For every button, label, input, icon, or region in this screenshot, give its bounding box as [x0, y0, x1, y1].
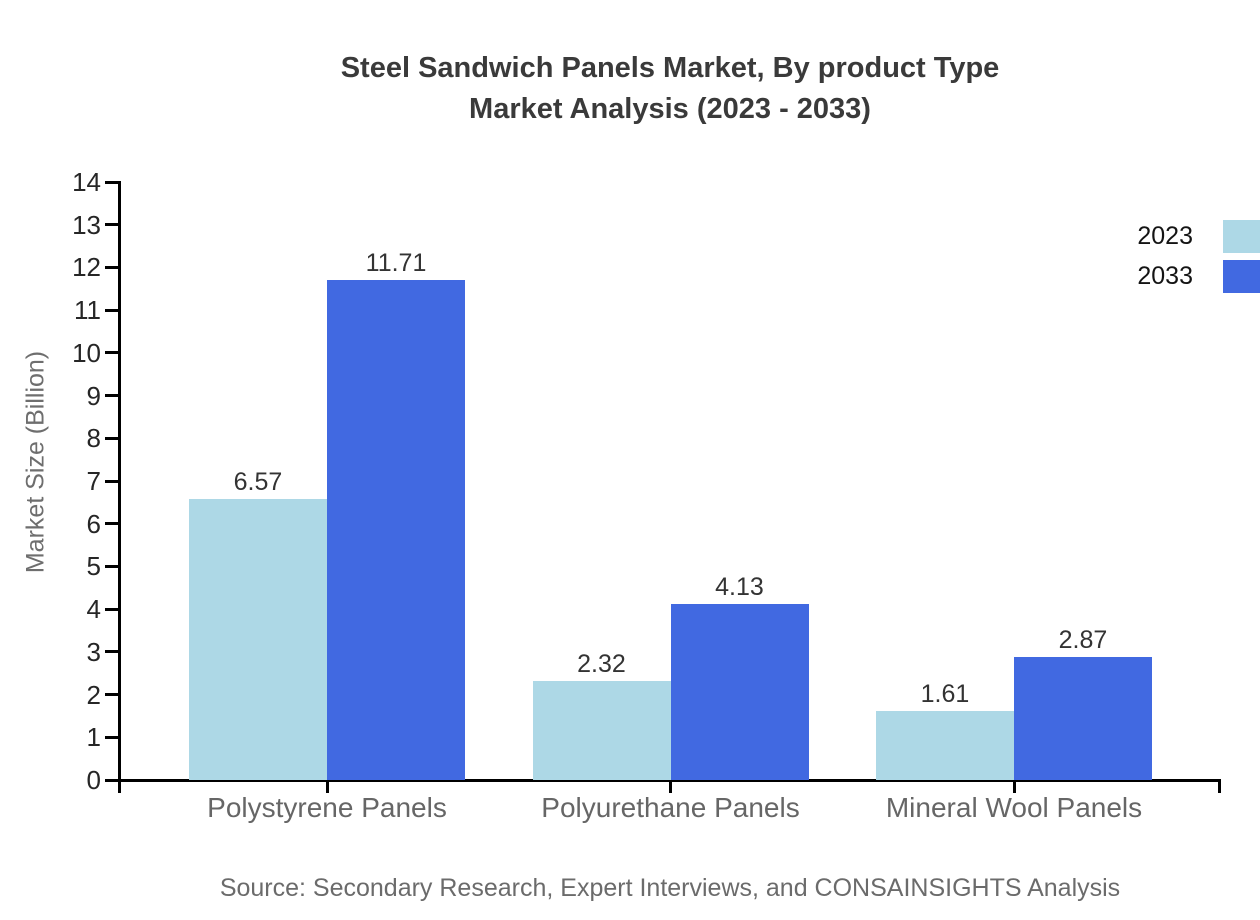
y-tick-label: 5	[86, 551, 101, 582]
y-tick-mark	[105, 223, 120, 227]
value-label-2033-polyurethane-panels: 4.13	[715, 572, 764, 601]
y-tick-label: 12	[72, 252, 101, 283]
category-label-mineral-wool-panels: Mineral Wool Panels	[885, 792, 1143, 823]
chart-title-line1: Steel Sandwich Panels Market, By product…	[340, 52, 1000, 84]
y-tick-mark	[105, 778, 120, 782]
y-tick-mark	[105, 650, 120, 654]
legend-label-2033: 2033	[1137, 262, 1193, 290]
value-label-2033-mineral-wool-panels: 2.87	[1058, 626, 1108, 655]
bar-2033-polyurethane-panels	[670, 603, 809, 780]
y-tick-label: 7	[86, 466, 101, 496]
y-tick-mark	[105, 436, 120, 440]
y-tick-mark	[105, 693, 120, 697]
y-tick-label: 1	[86, 722, 101, 753]
y-tick-mark	[105, 735, 120, 739]
bar-2033-polystyrene-panels	[327, 279, 465, 780]
category-label-polystyrene-panels: Polystyrene Panels	[207, 792, 447, 823]
legend-item-2033: 2033	[1040, 260, 1260, 293]
y-tick-label: 9	[86, 380, 101, 411]
legend-item-2023: 2023	[1040, 220, 1260, 253]
y-tick-label: 13	[72, 209, 101, 240]
y-tick-mark	[105, 180, 120, 184]
legend-swatch-2023	[1223, 220, 1260, 253]
legend-swatch-2033	[1223, 260, 1260, 293]
y-tick-mark	[105, 479, 120, 483]
bar-2023-mineral-wool-panels	[876, 711, 1014, 780]
y-tick-mark	[105, 394, 120, 398]
x-tick-mark	[1218, 780, 1221, 793]
y-tick-label: 11	[74, 295, 101, 326]
bar-2033-mineral-wool-panels	[1014, 657, 1152, 780]
y-tick-mark	[105, 564, 120, 568]
x-tick-mark	[669, 780, 672, 793]
category-label-polyurethane-panels: Polyurethane Panels	[541, 792, 800, 823]
chart-title: Steel Sandwich Panels Market, By product…	[80, 48, 1260, 130]
y-tick-label: 2	[86, 679, 101, 710]
bar-2023-polyurethane-panels	[532, 680, 671, 780]
x-tick-mark	[1012, 780, 1016, 793]
y-tick-mark	[105, 607, 120, 611]
y-tick-mark	[105, 265, 120, 269]
bar-2023-polystyrene-panels	[189, 499, 327, 780]
value-label-2023-polystyrene-panels: 6.57	[233, 468, 283, 497]
value-label-2023-mineral-wool-panels: 1.61	[920, 680, 970, 709]
y-tick-label: 14	[72, 167, 101, 197]
y-tick-mark	[105, 351, 120, 355]
y-tick-mark	[105, 522, 120, 526]
chart-title-line2: Market Analysis (2023 - 2033)	[469, 93, 871, 125]
y-axis-line	[118, 181, 121, 793]
x-axis-line	[105, 779, 1221, 782]
y-tick-label: 10	[72, 337, 101, 368]
source-note: Source: Secondary Research, Expert Inter…	[219, 874, 1121, 902]
y-tick-mark	[105, 308, 120, 312]
y-tick-label: 3	[86, 636, 101, 667]
x-tick-mark	[325, 780, 329, 793]
legend-label-2023: 2023	[1137, 222, 1193, 250]
value-label-2023-polyurethane-panels: 2.32	[577, 649, 626, 678]
y-tick-label: 0	[86, 765, 101, 795]
value-label-2033-polystyrene-panels: 11.71	[365, 248, 427, 277]
y-tick-label: 6	[86, 508, 101, 539]
y-tick-label: 8	[86, 423, 101, 454]
y-tick-label: 4	[86, 594, 101, 625]
